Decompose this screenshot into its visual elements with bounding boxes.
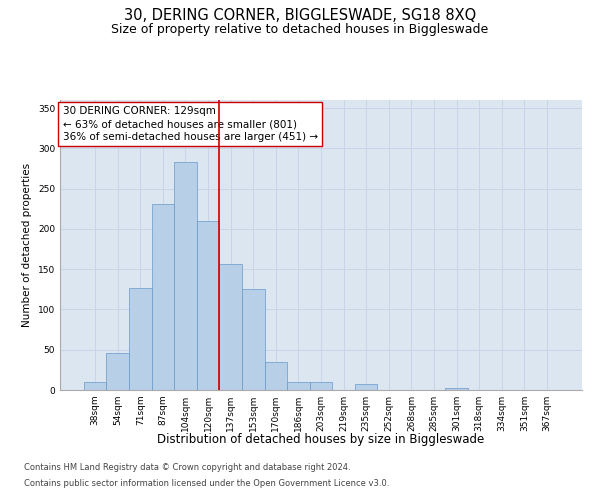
Text: 30, DERING CORNER, BIGGLESWADE, SG18 8XQ: 30, DERING CORNER, BIGGLESWADE, SG18 8XQ xyxy=(124,8,476,22)
Text: Distribution of detached houses by size in Biggleswade: Distribution of detached houses by size … xyxy=(157,432,485,446)
Bar xyxy=(242,290,265,390)
Bar xyxy=(310,382,332,390)
Text: Size of property relative to detached houses in Biggleswade: Size of property relative to detached ho… xyxy=(112,22,488,36)
Bar xyxy=(152,204,174,390)
Bar xyxy=(265,362,287,390)
Bar xyxy=(355,384,377,390)
Y-axis label: Number of detached properties: Number of detached properties xyxy=(22,163,32,327)
Text: Contains HM Land Registry data © Crown copyright and database right 2024.: Contains HM Land Registry data © Crown c… xyxy=(24,464,350,472)
Text: Contains public sector information licensed under the Open Government Licence v3: Contains public sector information licen… xyxy=(24,478,389,488)
Bar xyxy=(197,221,220,390)
Bar xyxy=(287,382,310,390)
Bar xyxy=(220,264,242,390)
Text: 30 DERING CORNER: 129sqm
← 63% of detached houses are smaller (801)
36% of semi-: 30 DERING CORNER: 129sqm ← 63% of detach… xyxy=(62,106,318,142)
Bar xyxy=(106,353,129,390)
Bar xyxy=(174,162,197,390)
Bar xyxy=(129,288,152,390)
Bar xyxy=(84,382,106,390)
Bar xyxy=(445,388,468,390)
